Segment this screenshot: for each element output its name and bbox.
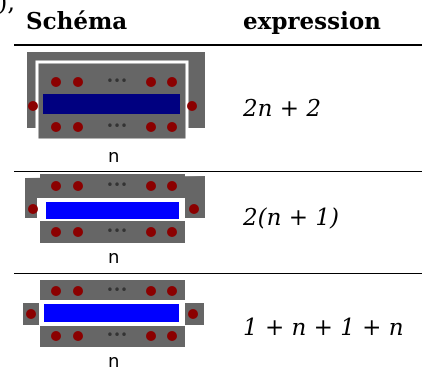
bead (51, 227, 61, 237)
bead (73, 77, 83, 87)
bead (51, 286, 61, 296)
bead (167, 77, 177, 87)
bead (146, 122, 156, 132)
bead (146, 286, 156, 296)
ellipsis-bottom: ••• (106, 328, 127, 342)
bead (73, 286, 83, 296)
header-rule (14, 44, 422, 46)
row-divider-1 (14, 171, 422, 172)
tile-bottom (40, 221, 185, 243)
bead (167, 227, 177, 237)
ellipsis-top: ••• (106, 178, 127, 192)
center-bar (46, 202, 179, 219)
tile-bottom (40, 326, 185, 347)
ellipsis-bottom: ••• (106, 224, 127, 238)
bead-right (188, 309, 198, 319)
center-bar (44, 304, 179, 322)
bead (167, 181, 177, 191)
bead (146, 181, 156, 191)
header-expression: expression (243, 8, 381, 35)
bead-right (189, 204, 199, 214)
expression-2: 2(n + 1) (243, 205, 339, 231)
bead (146, 331, 156, 341)
ellipsis-bottom: ••• (106, 119, 127, 133)
bead (146, 77, 156, 87)
bead (51, 77, 61, 87)
schema-diagram-2: ••• ••• (25, 174, 205, 243)
n-label-3: n (108, 351, 120, 372)
center-bar (43, 94, 180, 114)
bead-left (26, 309, 36, 319)
bead (51, 181, 61, 191)
bead-left (28, 101, 38, 111)
bead (146, 227, 156, 237)
bead (51, 331, 61, 341)
bead (167, 331, 177, 341)
expression-3: 1 + n + 1 + n (243, 315, 404, 341)
schema-diagram-1: ••• ••• (27, 52, 205, 142)
ellipsis-top: ••• (106, 283, 127, 297)
bead-right (187, 101, 197, 111)
bead (73, 331, 83, 341)
bead (167, 122, 177, 132)
schema-diagram-3: ••• ••• (23, 280, 204, 347)
n-label-1: n (108, 146, 120, 167)
expression-1: 2n + 2 (243, 96, 321, 122)
header-schema: Schéma (26, 8, 128, 35)
bead (167, 286, 177, 296)
top-cropped-text: ), (0, 0, 15, 16)
bead (73, 181, 83, 191)
row-divider-2 (14, 273, 422, 274)
ellipsis-top: ••• (106, 74, 127, 88)
bead (51, 122, 61, 132)
n-label-2: n (108, 247, 120, 268)
bead (73, 227, 83, 237)
bead (73, 122, 83, 132)
bead-left (28, 204, 38, 214)
